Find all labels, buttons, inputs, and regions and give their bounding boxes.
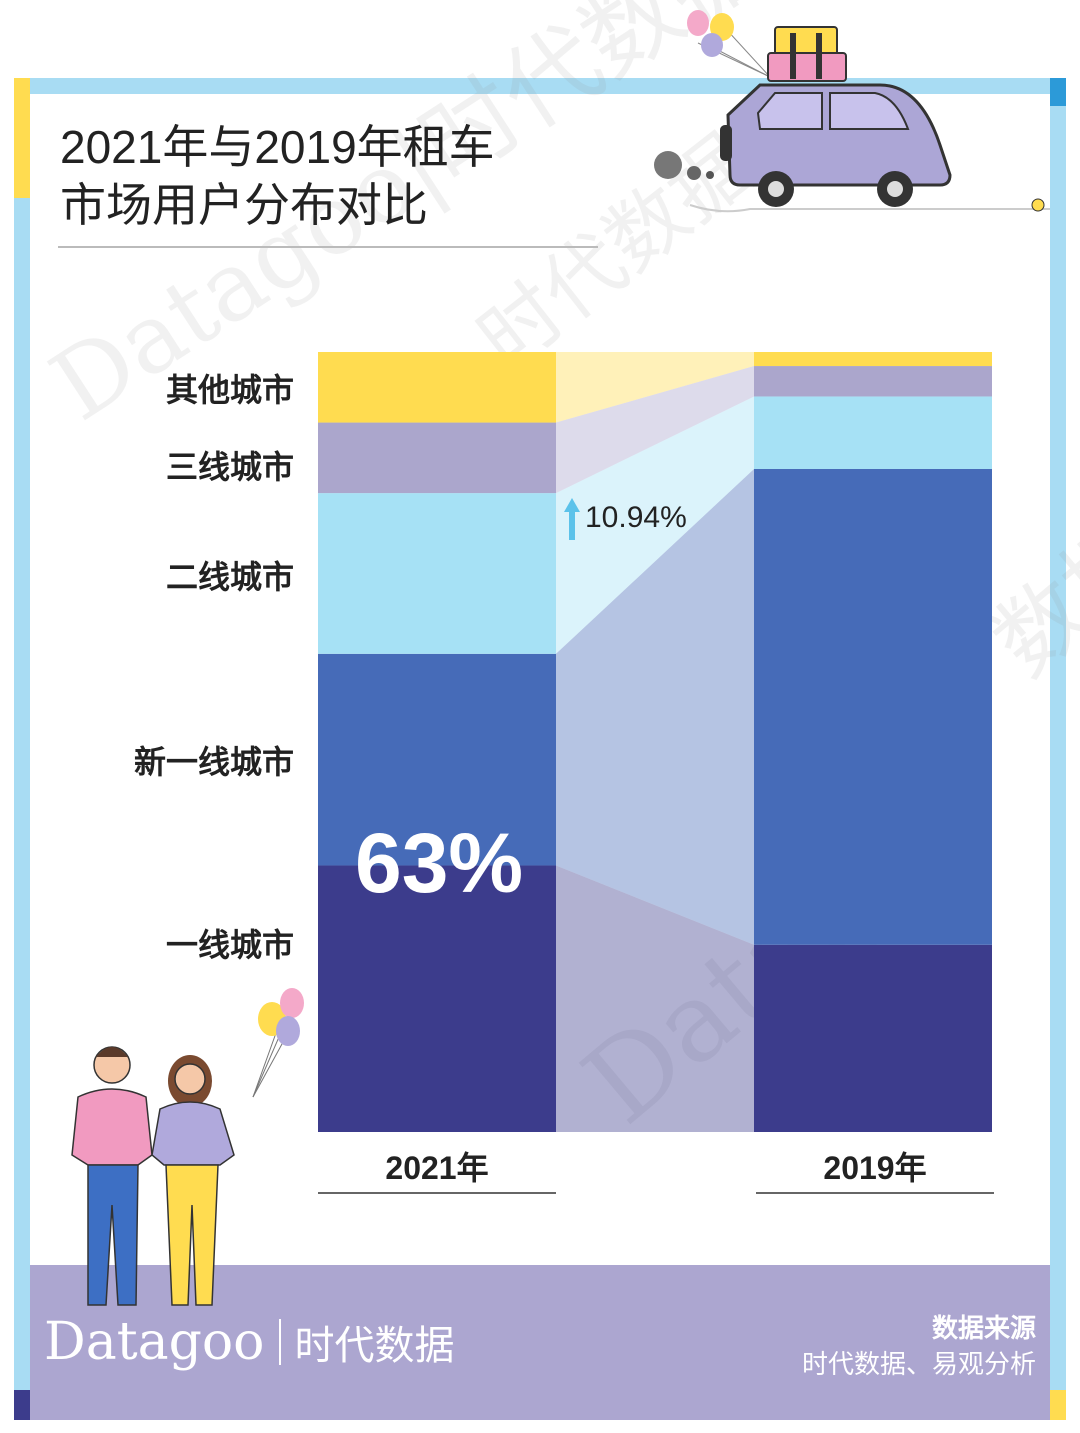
brand-logo: Datagoo 时代数据 bbox=[44, 1312, 455, 1372]
frame-right-border bbox=[1050, 78, 1066, 1420]
couple-illustration bbox=[71, 988, 304, 1306]
x-tick-underline-2021 bbox=[318, 1192, 556, 1194]
up-arrow-icon bbox=[564, 498, 580, 540]
brand-name-en: Datagoo bbox=[44, 1312, 265, 1372]
frame-left-border bbox=[14, 78, 30, 1420]
category-label-tier2: 二线城市 bbox=[165, 559, 294, 595]
balloons-car bbox=[687, 10, 771, 78]
category-label-tier3: 三线城市 bbox=[165, 449, 294, 485]
growth-value: 10.94% bbox=[585, 501, 687, 534]
bar-2021-tier1 bbox=[318, 865, 556, 1132]
source-text: 时代数据、易观分析 bbox=[801, 1349, 1036, 1379]
ribbon-other bbox=[556, 352, 754, 423]
ribbon-tier3 bbox=[556, 366, 754, 494]
bar-2019-tier3 bbox=[754, 366, 992, 397]
frame-accent-yellow-bottom bbox=[1050, 1390, 1066, 1420]
bar-2021-new-tier1 bbox=[318, 653, 556, 866]
chart-title-line-1: 2021年与2019年租车 bbox=[60, 121, 495, 173]
source-title: 数据来源 bbox=[931, 1313, 1036, 1343]
bar-2019-tier1 bbox=[754, 944, 992, 1132]
suitcases bbox=[767, 26, 847, 82]
ribbon-tier2 bbox=[556, 396, 754, 654]
bar-2021-tier2 bbox=[318, 493, 556, 654]
bar-2019-other bbox=[754, 352, 992, 367]
brand-name-cn: 时代数据 bbox=[294, 1323, 455, 1369]
woman-figure bbox=[151, 1055, 235, 1306]
bar-2021-tier3 bbox=[318, 422, 556, 494]
frame-accent-yellow bbox=[14, 78, 30, 198]
first-tier-combined-share: 63% bbox=[355, 816, 524, 910]
x-tick-underline-2019 bbox=[756, 1192, 994, 1194]
bar-2019-new-tier1 bbox=[754, 469, 992, 945]
bar-2021-other bbox=[318, 352, 556, 423]
category-label-tier1: 一线城市 bbox=[165, 927, 294, 963]
title-underline bbox=[58, 246, 598, 248]
car-illustration bbox=[654, 10, 1050, 213]
category-label-new-tier1: 新一线城市 bbox=[133, 744, 294, 780]
ribbon-new-tier1 bbox=[556, 469, 754, 945]
ribbon-tier1 bbox=[556, 865, 754, 1132]
category-label-other: 其他城市 bbox=[165, 372, 294, 408]
bar-2019-tier2 bbox=[754, 396, 992, 469]
brand-divider bbox=[278, 1319, 281, 1365]
chart-title-line-2: 市场用户分布对比 bbox=[60, 179, 428, 231]
frame-accent-navy-bottom bbox=[14, 1390, 30, 1420]
chart-title: 2021年与2019年租车 市场用户分布对比 bbox=[60, 118, 495, 234]
x-tick-label-2021: 2021年 bbox=[385, 1150, 489, 1186]
balloons-couple bbox=[252, 988, 304, 1098]
man-figure bbox=[71, 1046, 153, 1306]
frame-accent-blue bbox=[1050, 78, 1066, 106]
x-tick-label-2019: 2019年 bbox=[823, 1150, 927, 1186]
